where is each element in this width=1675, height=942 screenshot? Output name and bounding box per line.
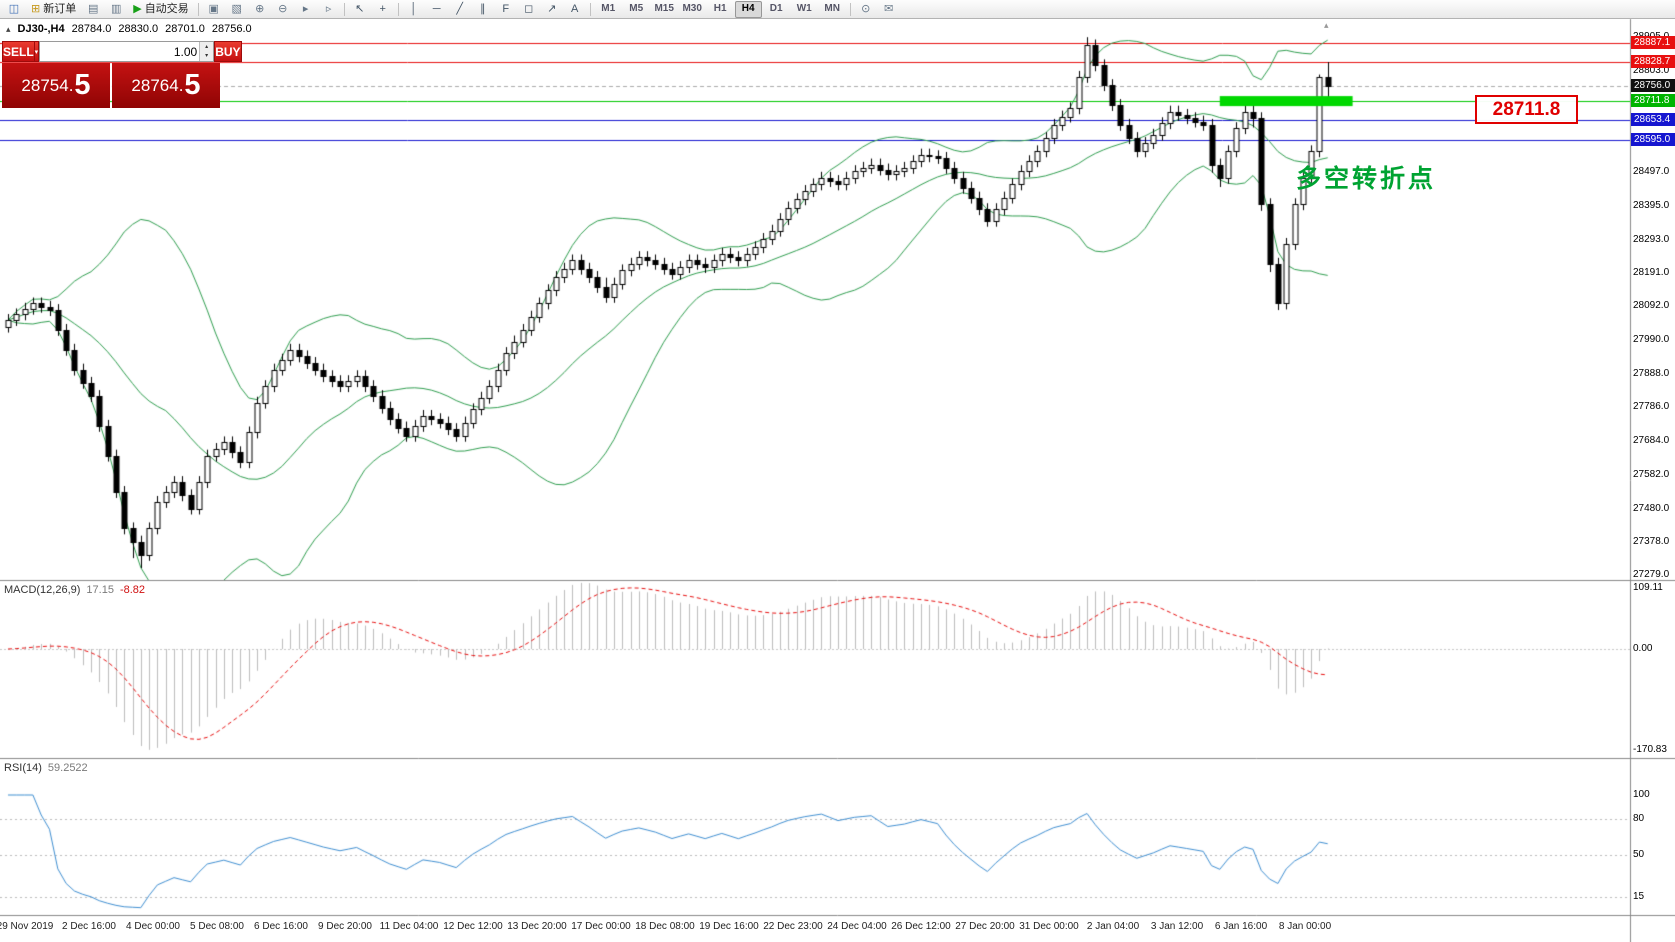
toolbar: ◫ ⊞ 新订单 ▤ ▥ ▶ 自动交易 ▣ ▧ ⊕ ⊖ ▸ ▹ ↖ + │ ─ ╱ ∥ F ◻ ↗ A M1 M5 M15 M30 H1… — [0, 0, 1675, 19]
auto-trading-button-label: 自动交易 — [144, 2, 189, 15]
sell-price-main: 28754. — [21, 75, 74, 95]
trendline-icon[interactable]: ╱ — [456, 2, 463, 15]
toolbar-separator — [197, 2, 199, 16]
new-order-button[interactable]: ⊞ 新订单 — [26, 1, 81, 18]
macd-signal-value: -8.82 — [119, 584, 146, 596]
volume-up-icon[interactable]: ▴ — [200, 42, 214, 52]
timeframe-mn[interactable]: MN — [824, 3, 840, 14]
buy-price-button[interactable]: 28764. 5 — [112, 63, 220, 108]
volume-down-icon[interactable]: ▾ — [200, 51, 214, 61]
cursor-icon[interactable]: ↖ — [355, 2, 365, 15]
one-click-collapse-icon[interactable]: ▴ — [6, 23, 11, 34]
timeframe-m5[interactable]: M5 — [629, 3, 644, 14]
chart-shift-icon[interactable]: ▹ — [325, 2, 332, 15]
app-icon[interactable]: ◫ — [8, 2, 20, 15]
timeframe-h4[interactable]: H4 — [734, 0, 762, 18]
macd-main-value: 17.15 — [86, 584, 114, 596]
sell-price-pip: 5 — [74, 69, 91, 101]
ohlc-open-value: 28784.0 — [71, 23, 112, 35]
symbol-period-label: DJ30-,H4 — [17, 23, 65, 35]
text-label-icon[interactable]: A — [571, 2, 579, 15]
toolbar-separator — [589, 2, 591, 16]
chat-icon[interactable]: ✉ — [884, 2, 894, 15]
buy-price-main: 28764. — [131, 75, 184, 95]
chart-shift-marker-icon[interactable]: ▴ — [1324, 20, 1329, 30]
zoom-in-icon[interactable]: ⊕ — [255, 2, 265, 15]
new-order-button-label: 新订单 — [43, 2, 77, 15]
macd-name: MACD(12,26,9) — [4, 584, 81, 596]
volume-input[interactable] — [40, 42, 200, 61]
search-icon[interactable]: ⊙ — [861, 2, 871, 15]
auto-trading-button-icon: ▶ — [133, 2, 142, 15]
timeframe-m15[interactable]: M15 — [654, 3, 674, 14]
rsi-value: 59.2522 — [47, 762, 88, 774]
tile-windows-icon[interactable]: ▣ — [208, 2, 219, 15]
timeframe-d1[interactable]: D1 — [769, 3, 783, 14]
equidistant-channel-icon[interactable]: ∥ — [479, 2, 486, 15]
watchlist-icon[interactable]: ▥ — [111, 2, 122, 15]
volume-box: ▴ ▾ — [39, 41, 215, 62]
rsi-name: RSI(14) — [4, 762, 42, 774]
buy-button[interactable]: BUY — [214, 41, 242, 62]
crosshair-icon[interactable]: + — [379, 2, 386, 15]
auto-scroll-icon[interactable]: ▸ — [302, 2, 309, 15]
timeframe-m30[interactable]: M30 — [682, 3, 702, 14]
volume-spinner: ▴ ▾ — [199, 42, 214, 61]
sell-price-button[interactable]: 28754. 5 — [2, 63, 110, 108]
ohlc-low-value: 28701.0 — [165, 23, 205, 35]
cascade-windows-icon[interactable]: ▧ — [231, 2, 242, 15]
chart-window-icon[interactable]: ▤ — [88, 2, 99, 15]
shapes-icon[interactable]: ◻ — [524, 2, 534, 15]
timeframe-h1[interactable]: H1 — [713, 3, 727, 14]
one-click-trading-panel: SELL ▾ ▴ ▾ BUY 28754. 5 28764. 5 — [2, 41, 242, 108]
rsi-indicator-label: RSI(14) 59.2522 — [4, 762, 88, 774]
timeframe-m1[interactable]: M1 — [601, 3, 616, 14]
turning-point-annotation[interactable]: 多空转折点 — [1296, 165, 1437, 193]
timeframe-w1[interactable]: W1 — [796, 3, 812, 14]
horizontal-line-icon[interactable]: ─ — [432, 2, 441, 15]
fibonacci-icon[interactable]: F — [502, 2, 510, 15]
macd-indicator-label: MACD(12,26,9) 17.15 -8.82 — [4, 584, 145, 596]
order-options-dropdown[interactable]: ▾ — [34, 41, 40, 62]
new-order-button-icon: ⊞ — [31, 2, 41, 15]
toolbar-separator — [397, 2, 399, 16]
ohlc-close-value: 28756.0 — [211, 23, 252, 35]
toolbar-separator — [343, 2, 345, 16]
auto-trading-button[interactable]: ▶ 自动交易 — [128, 1, 193, 18]
sell-button[interactable]: SELL — [2, 41, 35, 62]
chart-ohlc-header: ▴ DJ30-,H4 28784.0 28830.0 28701.0 28756… — [6, 23, 252, 35]
ohlc-high-value: 28830.0 — [118, 23, 159, 35]
price-level-annotation[interactable]: 28711.8 — [1475, 95, 1578, 124]
arrows-icon[interactable]: ↗ — [547, 2, 557, 15]
vertical-line-icon[interactable]: │ — [410, 2, 418, 15]
toolbar-separator — [849, 2, 851, 16]
zoom-out-icon[interactable]: ⊖ — [278, 2, 288, 15]
buy-price-pip: 5 — [184, 69, 201, 101]
